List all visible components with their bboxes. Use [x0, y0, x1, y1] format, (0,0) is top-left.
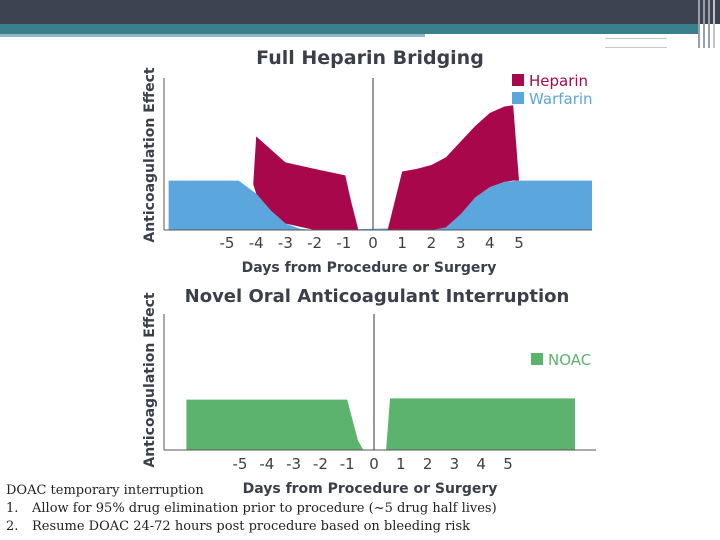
legend-label-heparin: Heparin — [529, 72, 588, 90]
note-item: 2. Resume DOAC 24-72 hours post procedure… — [6, 518, 566, 536]
x-axis-label: Days from Procedure or Surgery — [243, 481, 498, 497]
legend-swatch-warfarin — [512, 92, 524, 104]
y-axis-label: Anticoagulation Effect — [142, 292, 158, 468]
notes-title: DOAC temporary interruption — [6, 483, 204, 498]
x-tick-label: 3 — [450, 455, 460, 473]
accent-stripe — [0, 34, 425, 37]
x-tick-label: 2 — [423, 455, 433, 473]
note-number: 2. — [6, 519, 19, 534]
x-tick-label: -2 — [313, 455, 328, 473]
x-tick-label: 0 — [369, 455, 379, 473]
title-bar — [0, 0, 720, 24]
legend-label-warfarin: Warfarin — [529, 90, 593, 108]
x-tick-label: 1 — [396, 455, 406, 473]
x-tick-label: 4 — [485, 234, 495, 252]
x-tick-label: -4 — [249, 234, 264, 252]
chart-title: Full Heparin Bridging — [256, 47, 484, 69]
legend-swatch-noac — [531, 353, 543, 365]
x-tick-label: 4 — [476, 455, 486, 473]
x-tick-label: 2 — [427, 234, 437, 252]
x-tick-label: -1 — [340, 455, 355, 473]
x-tick-label: -3 — [278, 234, 293, 252]
accent-band — [0, 24, 700, 34]
decorative-lines — [605, 38, 667, 48]
x-tick-label: 0 — [368, 234, 378, 252]
chart-panel: Full Heparin Bridging Anticoagulation Eff… — [142, 47, 593, 276]
note-number: 1. — [6, 501, 19, 516]
note-item: 1. Allow for 95% drug elimination prior t… — [6, 500, 566, 518]
x-tick-label: -2 — [307, 234, 322, 252]
series-area-heparin — [253, 105, 519, 230]
x-tick-label: 5 — [514, 234, 524, 252]
legend-label-noac: NOAC — [548, 351, 591, 369]
x-tick-label: 1 — [397, 234, 407, 252]
legend-swatch-heparin — [512, 74, 524, 86]
x-tick-label: -5 — [220, 234, 235, 252]
x-tick-label: 3 — [456, 234, 466, 252]
x-tick-label: 5 — [503, 455, 513, 473]
note-text: Allow for 95% drug elimination prior to … — [32, 501, 497, 516]
corner-decoration — [698, 0, 715, 48]
chart-panel: Novel Oral Anticoagulant Interruption Ant… — [142, 286, 596, 497]
x-tick-label: -1 — [336, 234, 351, 252]
series-area-warfarin — [168, 180, 592, 230]
chart-title: Novel Oral Anticoagulant Interruption — [185, 286, 570, 307]
note-text: Resume DOAC 24-72 hours post procedure b… — [32, 519, 470, 534]
x-tick-label: -4 — [259, 455, 274, 473]
slide-notes: DOAC temporary interruption 1. Allow for … — [6, 482, 566, 536]
x-tick-label: -5 — [233, 455, 248, 473]
y-axis-label: Anticoagulation Effect — [142, 67, 158, 243]
x-tick-label: -3 — [286, 455, 301, 473]
series-area-noac — [186, 398, 575, 450]
x-axis-label: Days from Procedure or Surgery — [242, 260, 497, 276]
